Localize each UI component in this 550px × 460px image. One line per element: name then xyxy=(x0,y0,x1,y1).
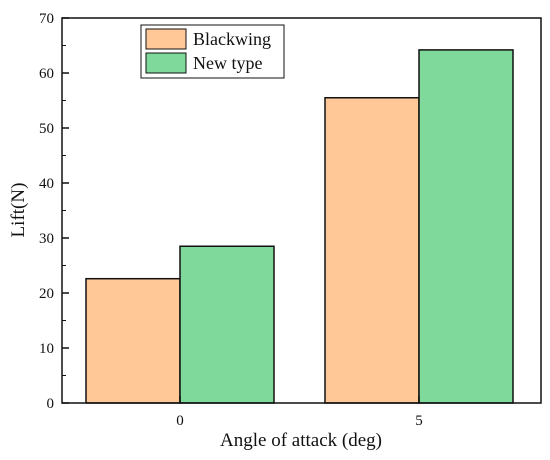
bar-blackwing-5 xyxy=(324,97,420,404)
y-tick-label-10: 10 xyxy=(39,341,54,357)
legend-label-blackwing: Blackwing xyxy=(193,29,271,49)
bar-new-type-0 xyxy=(179,245,275,404)
legend-swatch-new-type xyxy=(145,52,187,74)
bar-new-type-5 xyxy=(418,49,514,404)
x-tick-label-5: 5 xyxy=(415,413,423,429)
legend-label-new-type: New type xyxy=(193,53,262,73)
legend: Blackwing New type xyxy=(140,24,285,79)
bar-blackwing-0 xyxy=(85,277,181,404)
y-tick-label-0: 0 xyxy=(47,396,55,412)
x-axis-title: Angle of attack (deg) xyxy=(220,430,382,451)
y-tick-label-40: 40 xyxy=(39,176,54,192)
y-axis-title: Lift(N) xyxy=(8,183,29,238)
y-tick-label-70: 70 xyxy=(39,11,54,27)
legend-swatch-blackwing xyxy=(145,28,187,50)
bars-group xyxy=(85,49,514,404)
y-axis: 0 10 20 30 40 50 60 70 xyxy=(39,11,69,412)
y-tick-label-20: 20 xyxy=(39,286,54,302)
x-tick-label-0: 0 xyxy=(176,413,184,429)
y-tick-label-60: 60 xyxy=(39,66,54,82)
y-tick-label-50: 50 xyxy=(39,121,54,137)
y-tick-label-30: 30 xyxy=(39,231,54,247)
